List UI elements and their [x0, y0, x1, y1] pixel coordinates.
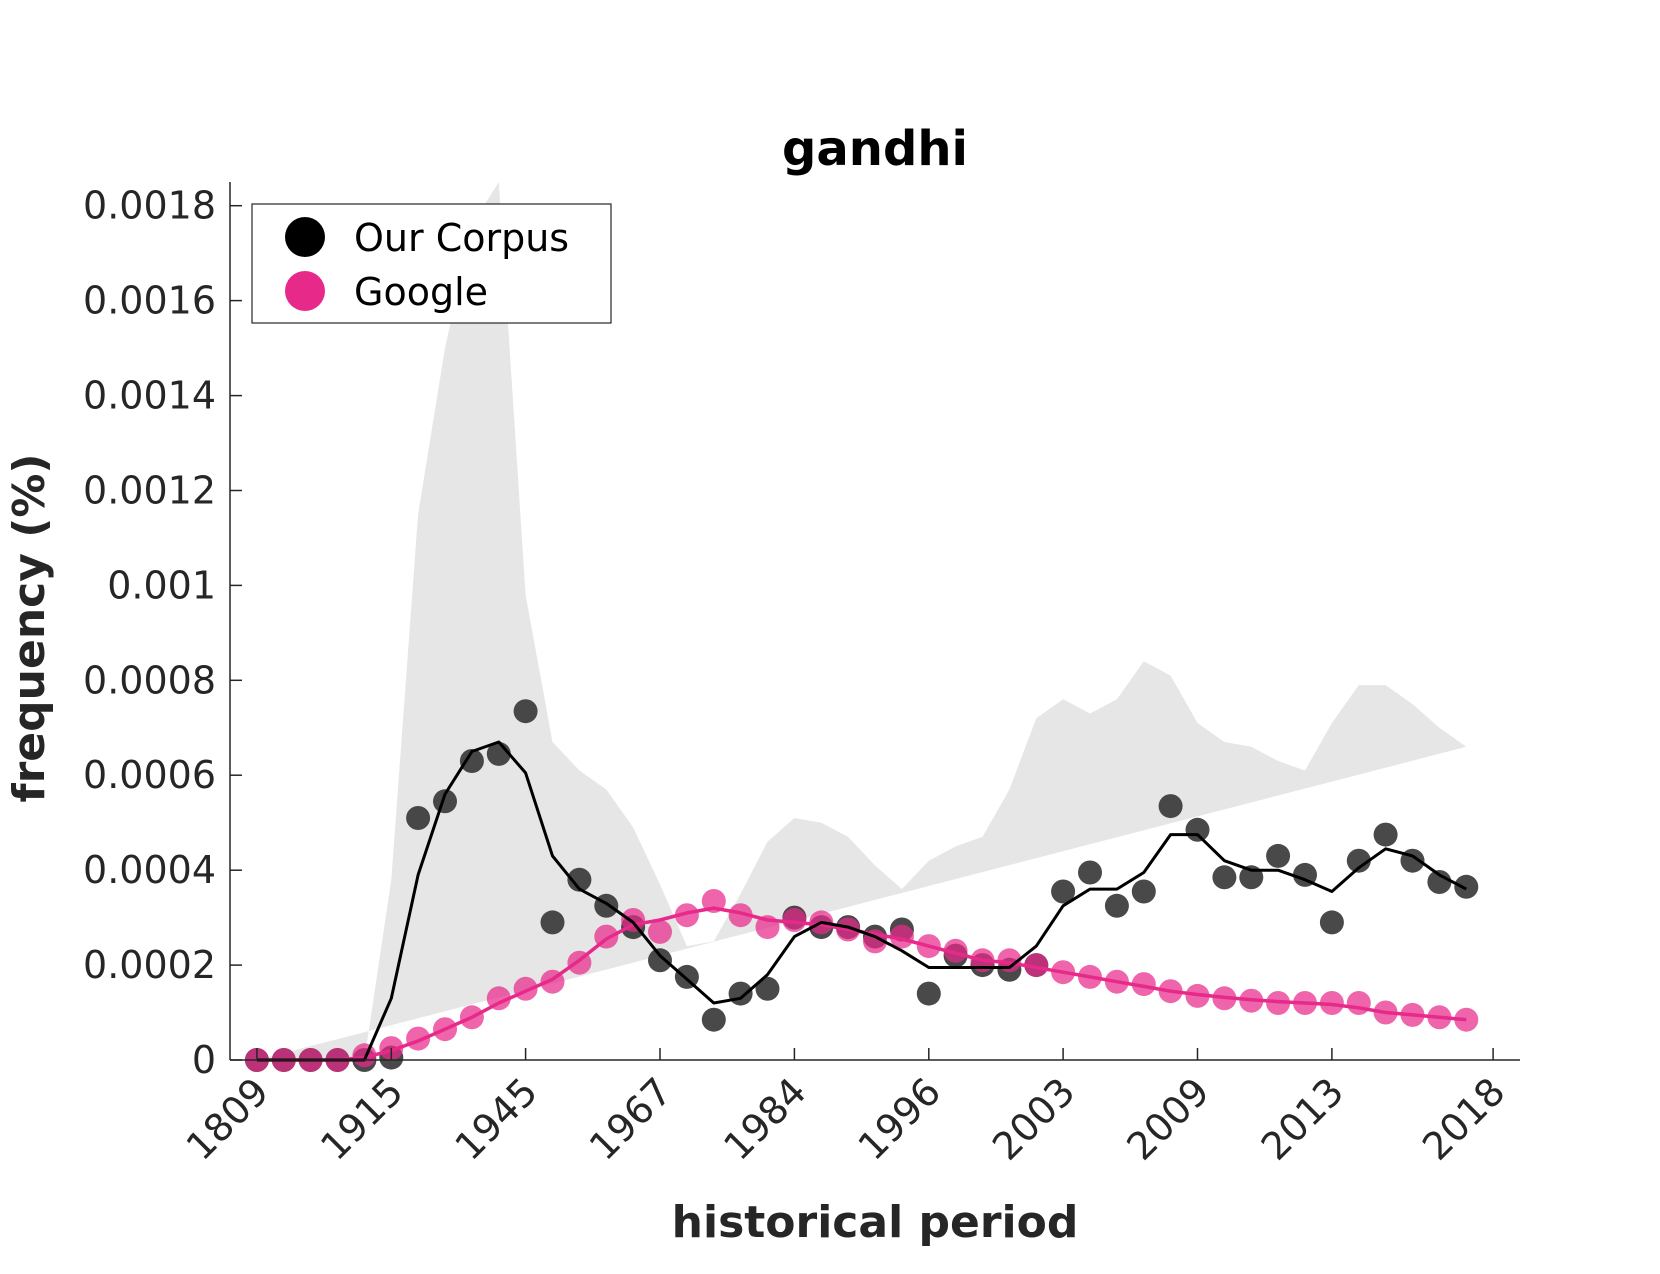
- plot-area: [244, 182, 1479, 1072]
- our-corpus-point: [1212, 865, 1237, 890]
- our-corpus-point: [540, 910, 565, 935]
- our-corpus-point: [459, 749, 484, 773]
- our-corpus-trend-line: [256, 740, 1468, 1062]
- y-axis-ticks: 0 0.0002 0.0004 0.0006 0.0008 0.001 0.0012 0.00…: [83, 184, 242, 1082]
- y-tick-label: 0.0004: [83, 848, 216, 892]
- legend: Our Corpus Google: [251, 203, 612, 324]
- our-corpus-point: [728, 981, 753, 1006]
- our-corpus-point: [1373, 822, 1398, 847]
- google-point: [648, 919, 672, 944]
- our-corpus-point: [406, 806, 431, 830]
- y-tick-label: 0.0006: [83, 753, 216, 797]
- legend-marker-google: [285, 271, 325, 311]
- google-point: [728, 903, 753, 928]
- our-corpus-point: [755, 976, 780, 1001]
- our-corpus-point: [433, 789, 457, 814]
- our-corpus-point: [648, 948, 672, 973]
- google-point: [674, 903, 699, 928]
- google-point: [701, 889, 726, 913]
- legend-label-google: Google: [354, 270, 488, 314]
- our-corpus-point: [1131, 879, 1156, 904]
- confidence-band: [256, 182, 1467, 1060]
- our-corpus-point: [1078, 860, 1102, 885]
- y-axis-label: frequency (%): [4, 453, 55, 802]
- y-tick-label: 0: [192, 1038, 216, 1082]
- chart-title: gandhi: [782, 121, 968, 177]
- y-tick-label: 0.001: [107, 563, 216, 607]
- our-corpus-point: [1051, 879, 1076, 904]
- our-corpus-point: [567, 867, 592, 892]
- y-tick-label: 0.0008: [83, 658, 216, 702]
- legend-marker-our-corpus: [285, 217, 325, 257]
- y-tick-label: 0.0018: [83, 184, 216, 228]
- our-corpus-point: [1454, 874, 1479, 899]
- x-axis-label: historical period: [672, 1197, 1079, 1248]
- y-tick-label: 0.0016: [83, 279, 216, 323]
- y-tick-label: 0.0014: [83, 374, 216, 418]
- google-point: [1346, 991, 1371, 1015]
- our-corpus-point: [1158, 794, 1183, 819]
- legend-label-our-corpus: Our Corpus: [354, 216, 569, 260]
- our-corpus-point: [1427, 870, 1452, 894]
- our-corpus-point: [1104, 893, 1129, 918]
- google-point: [782, 908, 807, 932]
- our-corpus-point: [701, 1007, 726, 1032]
- our-corpus-point: [1266, 843, 1291, 868]
- our-corpus-point: [916, 981, 941, 1006]
- google-point: [1131, 972, 1156, 997]
- our-corpus-point: [1346, 848, 1371, 873]
- google-point: [943, 938, 968, 963]
- google-point: [889, 924, 914, 949]
- our-corpus-point: [1319, 910, 1344, 935]
- y-tick-label: 0.0012: [83, 469, 216, 513]
- y-tick-label: 0.0002: [83, 943, 216, 987]
- our-corpus-point: [1185, 817, 1210, 842]
- google-point: [1024, 953, 1049, 978]
- our-corpus-point: [513, 699, 538, 724]
